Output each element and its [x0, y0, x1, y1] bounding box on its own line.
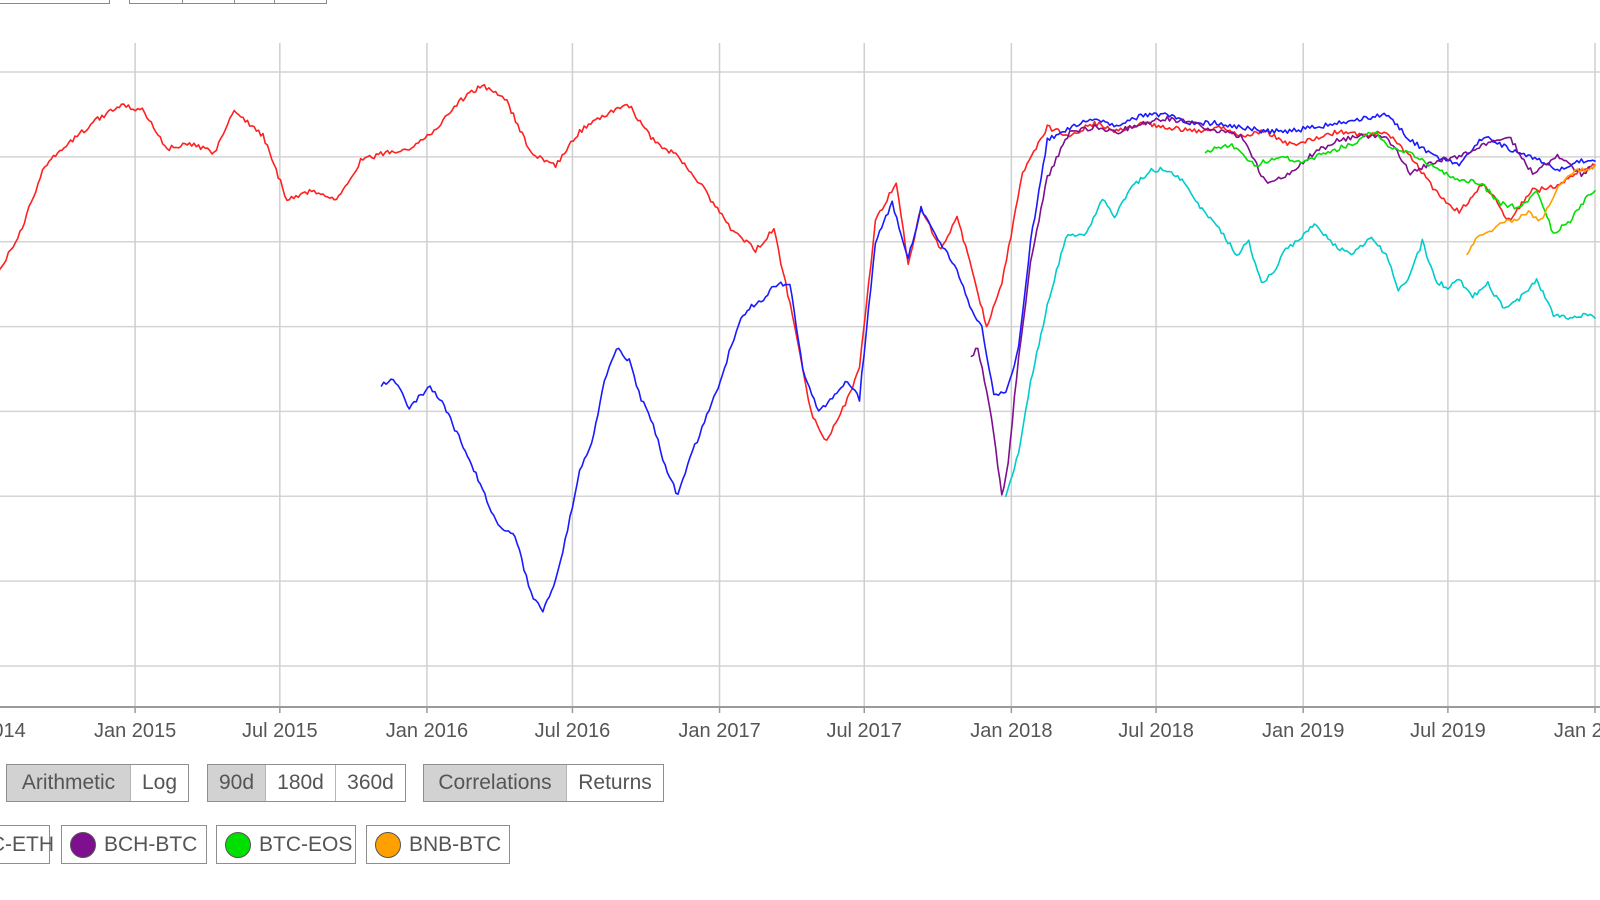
- legend-swatch-icon: [70, 831, 96, 858]
- x-tick-label: Jul 2017: [826, 720, 902, 742]
- legend-item-btc-eth[interactable]: BTC-ETH: [0, 825, 54, 864]
- x-tick-label: Jan 2019: [1262, 720, 1344, 742]
- legend-item-btc-eos[interactable]: BTC-EOS: [216, 825, 356, 864]
- series-line-5: [1466, 164, 1596, 256]
- x-tick-label: Jan 2020: [1554, 720, 1600, 742]
- x-axis: Jul 2014 Jan 2015 Jul 2015 Jan 2016 Jul 2016…: [0, 706, 1600, 742]
- legend-item-bnb-btc[interactable]: BNB-BTC: [366, 825, 510, 864]
- log-scale-button[interactable]: Log: [131, 765, 188, 801]
- legend-item-bch-btc[interactable]: BCH-BTC: [61, 825, 207, 864]
- legend-label: BCH-BTC: [104, 832, 198, 856]
- x-tick-label: Jul 2014: [0, 720, 26, 742]
- legend-label: BTC-EOS: [259, 832, 353, 856]
- window-90d-button[interactable]: 90d: [208, 765, 266, 801]
- x-tick-label: Jan 2016: [386, 720, 468, 742]
- legend-swatch-icon: [225, 831, 251, 858]
- top-range-button-2[interactable]: [182, 0, 234, 4]
- series-line-1: [380, 112, 1596, 613]
- series-line-4: [1204, 131, 1596, 234]
- window-button-group: 90d 180d 360d: [207, 764, 406, 802]
- scale-button-group: Arithmetic Log: [6, 764, 189, 802]
- x-tick-label: Jan 2018: [970, 720, 1052, 742]
- top-range-button-1[interactable]: [129, 0, 182, 4]
- x-tick-label: Jul 2016: [535, 720, 611, 742]
- series-line-2: [1005, 166, 1596, 498]
- legend-swatch-icon: [375, 831, 401, 858]
- top-range-button-4[interactable]: [274, 0, 327, 4]
- top-range-button-3[interactable]: [234, 0, 274, 4]
- correlations-button[interactable]: Correlations: [424, 765, 567, 801]
- legend-label: BNB-BTC: [409, 832, 502, 856]
- top-control-button[interactable]: [0, 0, 110, 4]
- returns-button[interactable]: Returns: [567, 765, 663, 801]
- window-360d-button[interactable]: 360d: [336, 765, 405, 801]
- x-tick-label: Jan 2017: [678, 720, 760, 742]
- mode-button-group: Correlations Returns: [423, 764, 664, 802]
- x-tick-label: Jul 2015: [242, 720, 318, 742]
- arithmetic-scale-button[interactable]: Arithmetic: [7, 765, 131, 801]
- series-line-3: [970, 115, 1596, 496]
- series-layer: [0, 83, 1596, 613]
- legend-label: BTC-ETH: [0, 832, 54, 856]
- x-tick-label: Jul 2019: [1410, 720, 1486, 742]
- window-180d-button[interactable]: 180d: [266, 765, 336, 801]
- x-tick-label: Jan 2015: [94, 720, 176, 742]
- x-tick-label: Jul 2018: [1118, 720, 1194, 742]
- grid-layer: [0, 43, 1600, 707]
- series-line-0: [0, 83, 1596, 441]
